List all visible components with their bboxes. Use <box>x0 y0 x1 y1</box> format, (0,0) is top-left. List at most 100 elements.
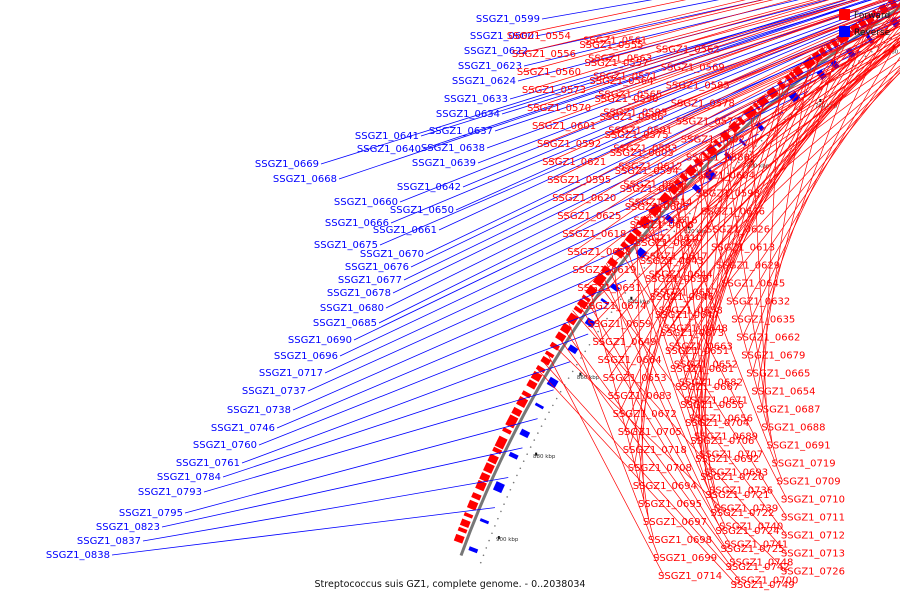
forward-leader-line <box>588 15 900 307</box>
reverse-gene-label: SSGZ1_0838 <box>46 550 110 561</box>
forward-leader-line <box>614 11 900 131</box>
reverse-leader-line <box>535 0 720 37</box>
reverse-gene-label: SSGZ1_0761 <box>176 458 240 469</box>
forward-gene <box>624 232 638 246</box>
tick-dot <box>509 488 512 491</box>
forward-leader-line <box>762 80 781 410</box>
forward-gene-label: SSGZ1_0560 <box>517 67 581 78</box>
forward-leader-line <box>623 240 717 514</box>
forward-gene-label: SSGZ1_0555 <box>579 40 643 51</box>
forward-gene-label: SSGZ1_0591 <box>608 126 672 137</box>
forward-gene-label: SSGZ1_0692 <box>695 454 759 465</box>
forward-gene-label: SSGZ1_0647 <box>655 310 719 321</box>
forward-gene-label: SSGZ1_0722 <box>710 508 774 519</box>
forward-gene <box>463 511 474 519</box>
forward-leader-line <box>624 25 900 167</box>
forward-leader-line <box>664 27 900 311</box>
forward-gene-label: SSGZ1_0689 <box>694 432 758 443</box>
forward-leader-line <box>636 225 645 505</box>
forward-gene-label: SSGZ1_0657 <box>654 288 718 299</box>
reverse-leader-line <box>307 228 668 392</box>
tick-dot <box>648 260 651 263</box>
forward-gene <box>555 331 567 343</box>
forward-gene-label: SSGZ1_0656 <box>689 414 753 425</box>
reverse-leader-line <box>486 0 898 149</box>
forward-gene-label: SSGZ1_0615 <box>623 180 687 191</box>
forward-leader-line <box>599 0 855 77</box>
tick-mark <box>535 452 538 456</box>
forward-gene-label: SSGZ1_0712 <box>781 531 845 542</box>
forward-leader-line <box>680 50 819 388</box>
forward-leader-line <box>522 0 793 73</box>
forward-gene <box>471 492 482 501</box>
forward-leader-line <box>512 0 687 37</box>
forward-gene-label: SSGZ1_0682 <box>679 378 743 389</box>
forward-gene-label: SSGZ1_0711 <box>781 513 845 524</box>
forward-gene-label: SSGZ1_0663 <box>669 342 733 353</box>
forward-gene-label: SSGZ1_0687 <box>756 405 820 416</box>
reverse-leader-line <box>422 0 868 150</box>
forward-gene <box>667 183 680 195</box>
forward-leader-line <box>563 19 900 217</box>
forward-gene-label: SSGZ1_0609 <box>620 184 684 195</box>
forward-gene-label: SSGZ1_0578 <box>671 99 735 110</box>
forward-leader-line <box>606 262 726 527</box>
forward-leader-line <box>666 0 887 68</box>
forward-leader-line <box>578 23 900 271</box>
forward-gene-label: SSGZ1_0672 <box>613 409 677 420</box>
tick-dot <box>597 330 599 333</box>
forward-gene-label: SSGZ1_0629 <box>716 261 780 272</box>
forward-leader-line <box>617 247 788 518</box>
forward-gene <box>483 462 495 474</box>
reverse-leader-line <box>111 507 495 556</box>
forward-leader-line <box>665 3 900 334</box>
forward-leader-line <box>543 0 900 145</box>
forward-gene-label: SSGZ1_0603 <box>610 148 674 159</box>
forward-gene-label: SSGZ1_0601 <box>532 121 596 132</box>
reverse-gene-label: SSGZ1_0622 <box>464 46 528 57</box>
tick-dot <box>606 317 608 320</box>
forward-leader-line <box>585 0 774 46</box>
reverse-gene-label: SSGZ1_0675 <box>314 240 378 251</box>
forward-gene-label: SSGZ1_0659 <box>587 319 651 330</box>
forward-gene <box>535 365 546 374</box>
forward-gene <box>614 247 626 259</box>
forward-gene-label: SSGZ1_0586 <box>599 112 663 123</box>
reverse-gene-label: SSGZ1_0738 <box>227 405 291 416</box>
legend-forward-label: Forward <box>854 11 890 21</box>
forward-leader-line <box>608 38 834 379</box>
forward-gene-label: SSGZ1_0604 <box>691 171 755 182</box>
tick-label: 820 kbp <box>684 229 707 235</box>
forward-leader-line <box>629 232 721 509</box>
forward-leader-line <box>600 270 722 532</box>
reverse-gene <box>468 546 479 554</box>
reverse-gene-label: SSGZ1_0685 <box>313 318 377 329</box>
forward-gene-label: SSGZ1_0699 <box>653 553 717 564</box>
forward-gene-label: SSGZ1_0613 <box>711 243 775 254</box>
forward-gene-label: SSGZ1_0610 <box>639 234 703 245</box>
forward-leader-line <box>605 3 900 118</box>
forward-leader-line <box>540 359 741 581</box>
reverse-gene-label: SSGZ1_0823 <box>96 522 160 533</box>
tick-dot <box>555 397 558 400</box>
forward-gene-label: SSGZ1_0652 <box>674 360 738 371</box>
forward-gene-label: SSGZ1_0740 <box>719 522 783 533</box>
forward-gene-label: SSGZ1_0618 <box>562 229 626 240</box>
forward-gene-label: SSGZ1_0636 <box>701 207 765 218</box>
reverse-gene-label: SSGZ1_0677 <box>338 275 402 286</box>
forward-gene-label: SSGZ1_0605 <box>625 202 689 213</box>
legend-forward-swatch <box>839 9 850 20</box>
map-caption: Streptococcus suis GZ1, complete genome.… <box>315 579 586 590</box>
reverse-leader-line <box>501 0 873 115</box>
tick-dot <box>571 370 574 373</box>
forward-leader-line <box>588 286 655 541</box>
forward-gene-label: SSGZ1_0593 <box>603 108 667 119</box>
tick-dot <box>766 134 769 137</box>
forward-leader-line <box>517 0 746 55</box>
tick-dot <box>864 55 867 58</box>
forward-leader-line <box>625 32 900 190</box>
reverse-gene <box>600 298 610 306</box>
forward-gene <box>459 518 471 529</box>
forward-leader-line <box>669 9 900 329</box>
